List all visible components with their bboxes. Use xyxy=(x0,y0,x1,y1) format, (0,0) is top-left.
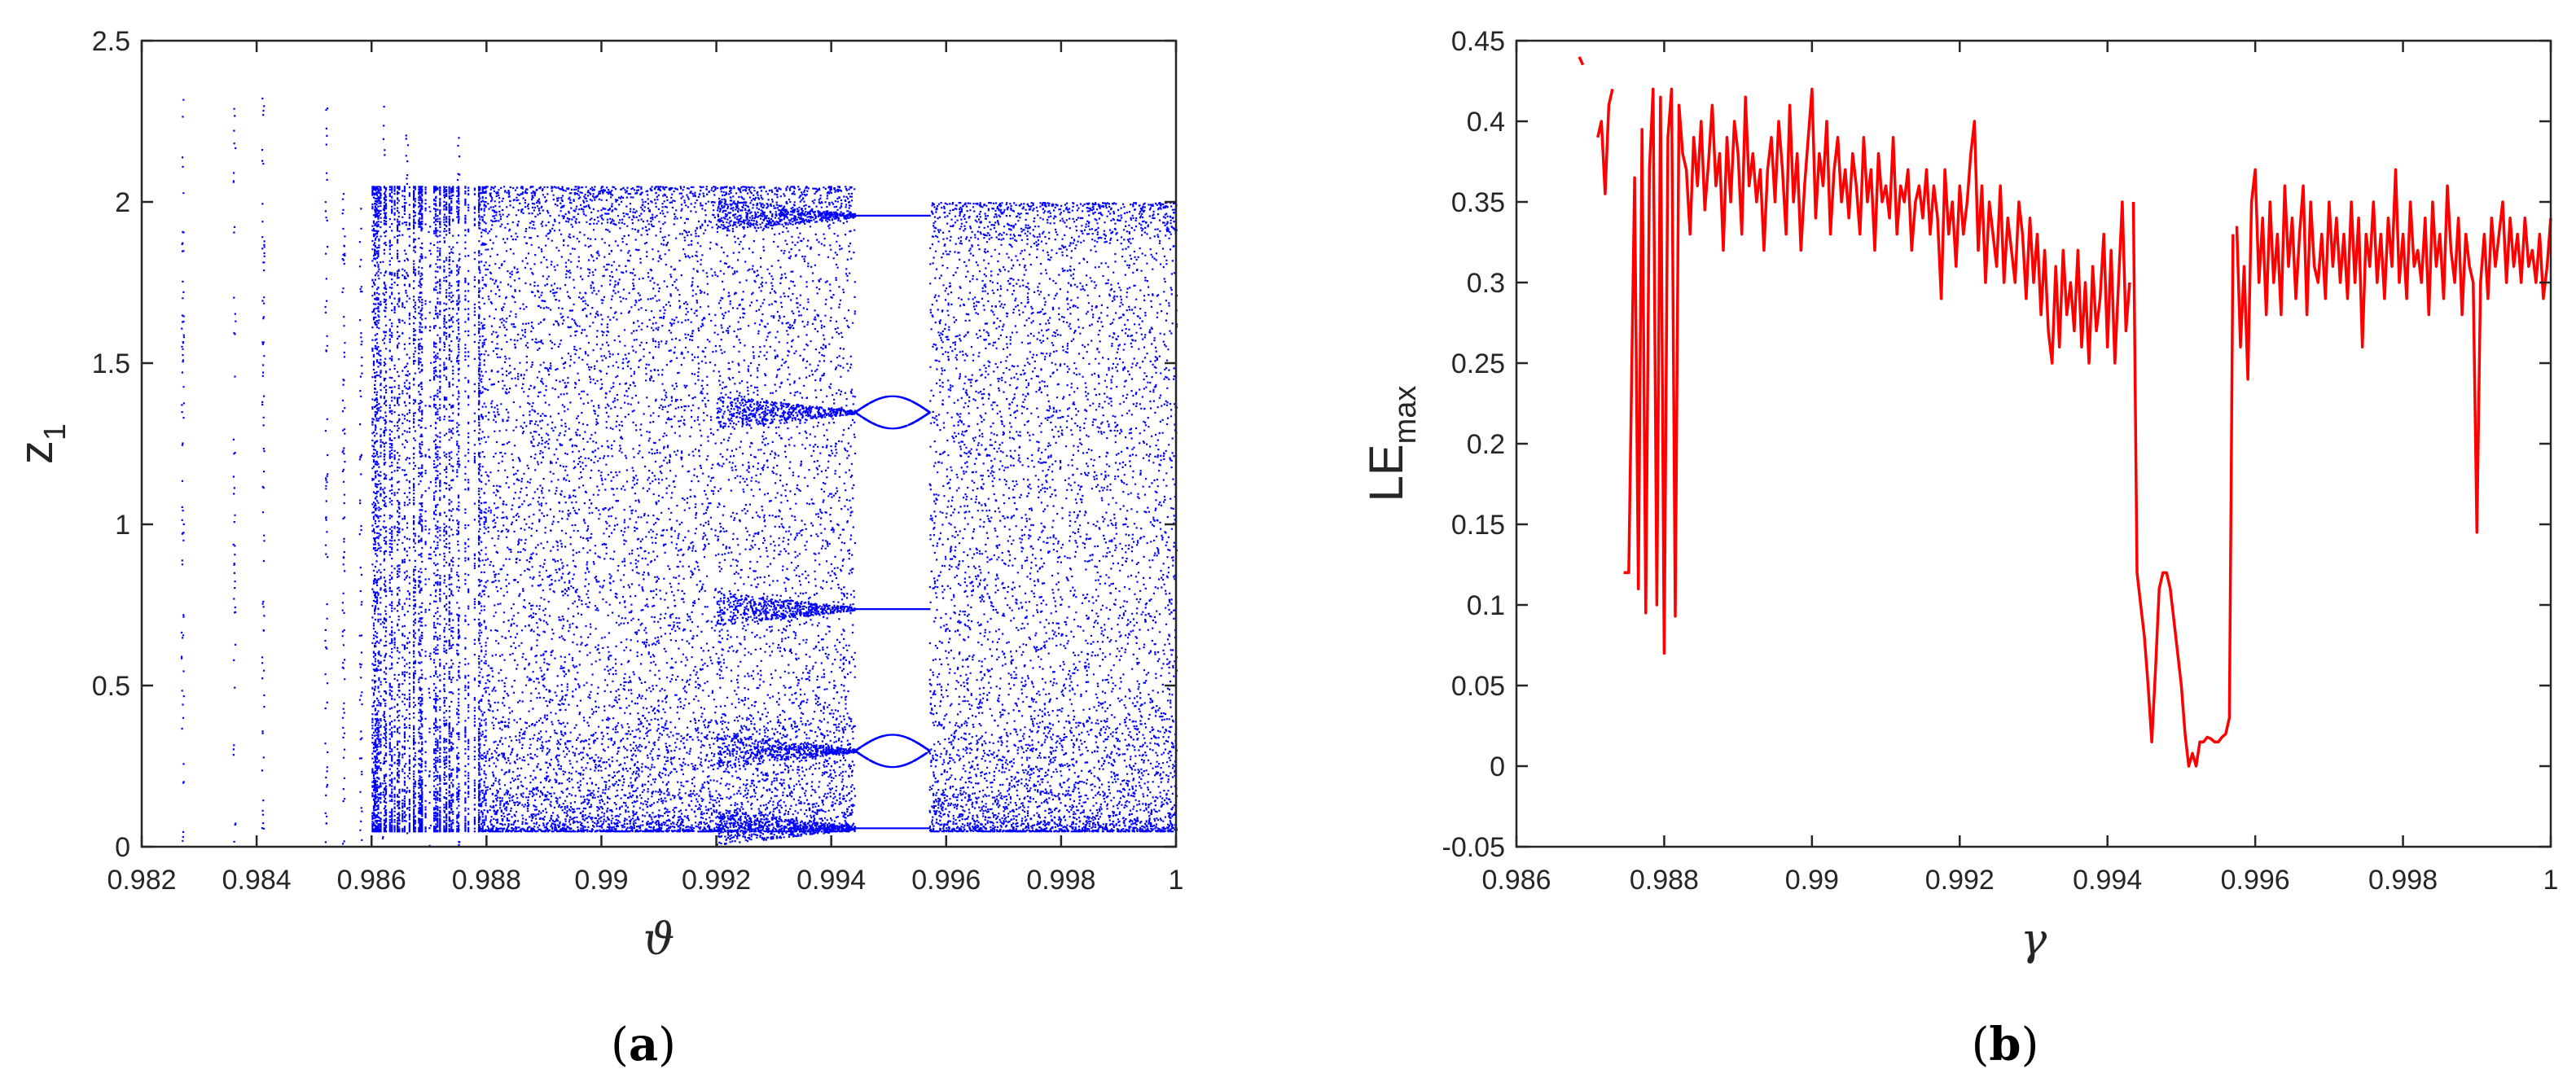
b-x-tick-label: 1 xyxy=(2543,865,2559,896)
b-y-tick-label: 0.4 xyxy=(1467,107,1505,138)
panel-b-lyapunov-exponent: 0.986 0.988 0.99 0.992 0.994 0.996 0.998 1 -0.0… xyxy=(1360,26,2558,1071)
b-y-tick-label: 0.1 xyxy=(1467,590,1505,621)
b-series-line-segment xyxy=(1578,56,1585,66)
a-x-tick-label: 0.998 xyxy=(1026,865,1095,896)
b-x-tick-label: 0.986 xyxy=(1481,865,1551,896)
a-x-tick-label: 0.99 xyxy=(574,865,628,896)
b-x-tick-label: 0.996 xyxy=(2221,865,2290,896)
a-x-axis-label: ϑ xyxy=(643,914,675,965)
b-x-axis-label: γ xyxy=(2021,914,2047,965)
b-line-series xyxy=(1578,56,2552,768)
b-y-tick-label: 0.2 xyxy=(1467,429,1505,460)
b-y-tick-label: 0.35 xyxy=(1451,187,1505,218)
a-scatter-markers xyxy=(181,97,1178,847)
b-y-axis-label-sub: max xyxy=(1389,386,1423,445)
a-panel-label: (a) xyxy=(611,1018,676,1071)
b-series-line-segment xyxy=(2131,201,2235,768)
a-scatter-points xyxy=(181,97,1178,847)
a-x-tick-label: 0.984 xyxy=(222,865,292,896)
a-y-tick-label: 2 xyxy=(115,187,130,218)
panel-a-bifurcation-diagram: 0.982 0.984 0.986 0.988 0.99 0.992 0.994 0.996 0… xyxy=(10,26,1183,1071)
b-x-tick-label: 0.988 xyxy=(1630,865,1699,896)
a-x-ticks: 0.982 0.984 0.986 0.988 0.99 0.992 0.994 0.996 0… xyxy=(107,41,1183,896)
a-plot-frame xyxy=(140,39,1178,848)
b-x-ticks: 0.986 0.988 0.99 0.992 0.994 0.996 0.998 1 xyxy=(1481,41,2558,896)
b-series-line-segment xyxy=(1623,87,2131,655)
a-x-tick-label: 0.986 xyxy=(337,865,406,896)
b-x-tick-label: 0.998 xyxy=(2368,865,2438,896)
a-y-tick-label: 0 xyxy=(115,832,130,863)
b-y-tick-label: 0.3 xyxy=(1467,268,1505,299)
a-x-tick-label: 1 xyxy=(1169,865,1184,896)
b-y-tick-label: 0 xyxy=(1490,751,1505,782)
b-series-line-segment xyxy=(2235,168,2552,534)
b-y-ticks: -0.05 0 0.05 0.1 0.15 0.2 0.25 0.3 0.35 0.4 0.45 xyxy=(1442,26,2551,863)
b-y-axis-label-main: LE xyxy=(1360,444,1413,502)
b-panel-label: (b) xyxy=(1972,1018,2039,1071)
b-y-tick-label: 0.05 xyxy=(1451,671,1505,702)
a-y-tick-label: 1.5 xyxy=(92,348,130,379)
b-y-tick-label: 0.15 xyxy=(1451,510,1505,541)
a-y-tick-label: 1 xyxy=(115,510,130,541)
b-y-tick-label: -0.05 xyxy=(1442,832,1506,863)
b-panel-letter: b xyxy=(1989,1018,2021,1071)
b-x-tick-label: 0.992 xyxy=(1925,865,1995,896)
b-y-tick-label: 0.45 xyxy=(1451,26,1505,57)
a-x-tick-label: 0.982 xyxy=(107,865,176,896)
b-y-tick-label: 0.25 xyxy=(1451,348,1505,379)
a-y-ticks: 0 0.5 1 1.5 2 2.5 xyxy=(92,26,1176,863)
a-y-tick-label: 2.5 xyxy=(92,26,130,57)
b-x-tick-label: 0.994 xyxy=(2073,865,2142,896)
a-x-tick-label: 0.988 xyxy=(452,865,521,896)
b-y-axis-label: LEmax xyxy=(1360,386,1423,502)
a-y-axis-label-main: z xyxy=(10,440,63,464)
a-panel-letter: a xyxy=(629,1018,658,1071)
a-x-tick-label: 0.994 xyxy=(796,865,866,896)
a-x-tick-label: 0.996 xyxy=(911,865,981,896)
a-y-axis-label-sub: 1 xyxy=(38,423,72,440)
a-x-tick-label: 0.992 xyxy=(682,865,751,896)
a-y-axis-label: z1 xyxy=(10,423,72,464)
b-x-tick-label: 0.99 xyxy=(1785,865,1839,896)
b-series-line-segment xyxy=(1596,89,1614,195)
a-y-tick-label: 0.5 xyxy=(92,671,130,702)
